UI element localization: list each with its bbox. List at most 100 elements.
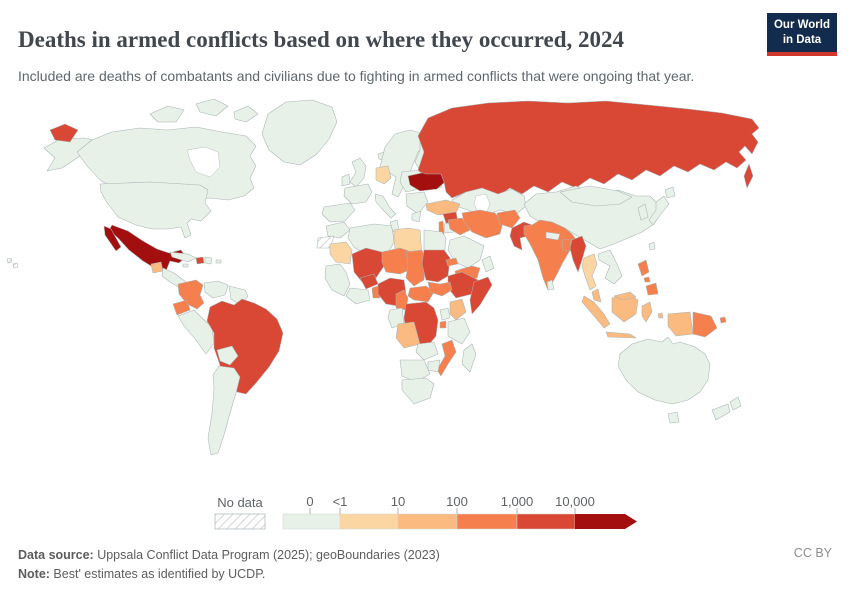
country-iberia[interactable] xyxy=(321,202,356,223)
country-indonesia-sulawesi[interactable] xyxy=(641,301,653,323)
country-eritrea[interactable] xyxy=(445,257,459,267)
owid-logo-line1: Our World xyxy=(773,19,830,31)
country-senegal-guinea[interactable] xyxy=(324,263,351,297)
country-indonesia-maluku[interactable] xyxy=(657,312,664,319)
country-canada-arctic-1[interactable] xyxy=(149,105,185,123)
country-angola[interactable] xyxy=(395,321,421,349)
country-iran[interactable] xyxy=(461,209,504,239)
country-malaysia-peninsula[interactable] xyxy=(591,288,602,303)
country-dominican-republic[interactable] xyxy=(204,256,213,265)
legend-bin-2[interactable] xyxy=(397,513,458,530)
country-sri-lanka[interactable] xyxy=(546,279,555,291)
legend-bin-0[interactable] xyxy=(282,513,341,530)
country-japan-hokkaido[interactable] xyxy=(664,186,676,199)
country-colombia[interactable] xyxy=(177,279,205,310)
legend-bin-5-arrow[interactable] xyxy=(575,514,637,529)
country-ghana-ivory-coast[interactable] xyxy=(345,287,371,305)
country-papua-new-guinea[interactable] xyxy=(692,311,718,338)
country-burundi[interactable] xyxy=(439,320,447,329)
country-bangladesh[interactable] xyxy=(561,238,572,252)
country-jamaica[interactable] xyxy=(182,263,189,268)
country-philippines-visayas[interactable] xyxy=(643,276,651,283)
country-russia[interactable] xyxy=(417,100,760,199)
country-new-zealand-north[interactable] xyxy=(729,396,742,411)
country-canada-arctic-3[interactable] xyxy=(233,105,259,123)
country-mauritania[interactable] xyxy=(329,241,353,265)
country-south-africa[interactable] xyxy=(401,377,435,405)
country-solomon-islands[interactable] xyxy=(719,316,727,324)
country-russia-chukotka[interactable] xyxy=(49,123,79,143)
country-morocco[interactable] xyxy=(325,221,351,239)
country-somalia[interactable] xyxy=(469,276,493,315)
world-map xyxy=(0,92,850,492)
country-malaysia-borneo[interactable] xyxy=(613,291,637,301)
country-vietnam-laos-cambodia[interactable] xyxy=(597,249,623,285)
country-central-african-republic[interactable] xyxy=(407,285,435,303)
country-mozambique[interactable] xyxy=(436,339,457,377)
country-balkans[interactable] xyxy=(405,191,429,215)
country-indonesia-java[interactable] xyxy=(605,331,637,339)
country-france[interactable] xyxy=(343,183,373,205)
country-indonesia-papua[interactable] xyxy=(667,311,694,337)
hudson-bay xyxy=(186,146,221,178)
country-cuba[interactable] xyxy=(169,251,197,263)
country-australia[interactable] xyxy=(617,336,711,405)
footer: Data source: Uppsala Conflict Data Progr… xyxy=(18,546,718,584)
country-venezuela[interactable] xyxy=(203,280,229,299)
country-greece[interactable] xyxy=(411,210,422,223)
country-philippines-mindanao[interactable] xyxy=(645,282,659,296)
country-zimbabwe[interactable] xyxy=(427,359,441,373)
country-korea[interactable] xyxy=(637,203,649,221)
country-tanzania[interactable] xyxy=(447,317,471,345)
country-hawaii[interactable] xyxy=(6,257,19,269)
country-philippines-luzon[interactable] xyxy=(637,259,650,277)
country-guatemala[interactable] xyxy=(150,261,164,274)
country-germany[interactable] xyxy=(375,165,392,185)
owid-logo-line2: in Data xyxy=(782,33,822,46)
country-saudi-arabia[interactable] xyxy=(447,235,485,269)
legend-no-data-swatch[interactable] xyxy=(214,513,266,530)
country-israel-lebanon[interactable] xyxy=(438,220,445,235)
country-canada-arctic-2[interactable] xyxy=(195,98,229,117)
country-new-zealand-south[interactable] xyxy=(711,403,731,421)
country-usa[interactable] xyxy=(99,181,212,239)
country-taiwan[interactable] xyxy=(648,241,656,251)
country-india[interactable] xyxy=(523,219,579,291)
country-greenland[interactable] xyxy=(261,99,338,166)
country-afghanistan[interactable] xyxy=(496,209,521,229)
license-link[interactable]: CC BY xyxy=(793,546,832,560)
country-argentina-chile[interactable] xyxy=(207,365,241,456)
note-text: Best' estimates as identified by UCDP. xyxy=(49,567,266,581)
country-ireland[interactable] xyxy=(341,173,351,187)
country-thailand[interactable] xyxy=(581,253,598,291)
country-oman[interactable] xyxy=(481,255,495,273)
country-mali[interactable] xyxy=(351,247,385,283)
country-nepal[interactable] xyxy=(545,231,561,241)
country-ecuador[interactable] xyxy=(172,299,191,316)
country-united-kingdom[interactable] xyxy=(349,157,367,188)
legend-bin-4[interactable] xyxy=(516,513,576,530)
country-italy[interactable] xyxy=(374,193,397,219)
country-south-sudan[interactable] xyxy=(427,281,453,297)
country-mongolia[interactable] xyxy=(559,185,633,207)
country-haiti[interactable] xyxy=(195,256,205,265)
country-norway-sweden[interactable] xyxy=(379,129,429,198)
country-mexico-baja[interactable] xyxy=(103,225,122,252)
country-mexico[interactable] xyxy=(108,224,187,272)
owid-logo[interactable]: Our World in Data xyxy=(767,13,837,56)
country-kenya[interactable] xyxy=(449,298,467,321)
legend-bin-1[interactable] xyxy=(339,513,399,530)
country-myanmar[interactable] xyxy=(569,235,587,273)
country-russia-sakhalin[interactable] xyxy=(743,163,754,189)
country-australia-tasmania[interactable] xyxy=(667,411,680,424)
country-uganda[interactable] xyxy=(439,307,451,321)
legend-bin-3[interactable] xyxy=(456,513,518,530)
country-indonesia-sumatra[interactable] xyxy=(581,295,611,329)
country-bolivia[interactable] xyxy=(216,345,239,366)
country-madagascar[interactable] xyxy=(461,343,477,373)
country-puerto-rico[interactable] xyxy=(215,259,222,264)
country-sudan[interactable] xyxy=(421,249,451,283)
country-zambia[interactable] xyxy=(415,341,439,361)
country-chad[interactable] xyxy=(405,249,427,287)
country-japan[interactable] xyxy=(648,195,670,226)
